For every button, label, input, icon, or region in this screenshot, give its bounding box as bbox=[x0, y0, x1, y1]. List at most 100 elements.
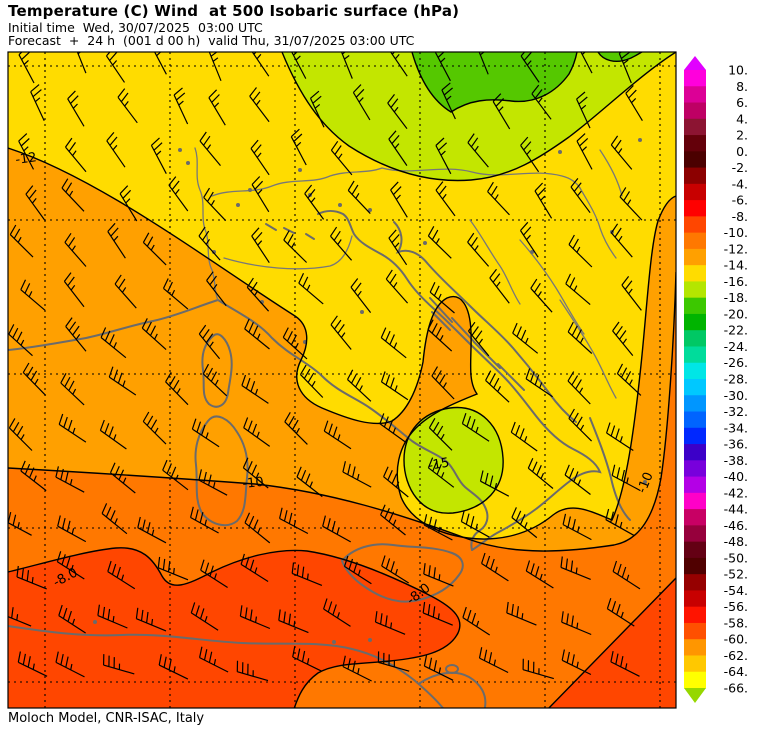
contour-label: -12 bbox=[14, 150, 37, 168]
wind-barb bbox=[244, 318, 270, 350]
wind-barb bbox=[8, 511, 32, 536]
colorbar-segment bbox=[684, 639, 706, 657]
wind-barb bbox=[200, 559, 228, 589]
colorbar-segment bbox=[684, 70, 706, 87]
wind-barb bbox=[246, 277, 270, 312]
wind-barb bbox=[100, 327, 127, 359]
wind-barb bbox=[468, 321, 490, 357]
colorbar-segment bbox=[684, 541, 706, 559]
wind-barb bbox=[291, 562, 323, 586]
wind-barb bbox=[58, 604, 86, 634]
wind-barb bbox=[427, 226, 452, 259]
wind-barb bbox=[109, 462, 136, 494]
wind-barb bbox=[107, 222, 126, 259]
colorbar-segment bbox=[684, 395, 706, 413]
wind-barb bbox=[427, 457, 455, 488]
colorbar-segment bbox=[684, 671, 706, 689]
wind-barb bbox=[198, 324, 221, 360]
contour-label: -10 bbox=[242, 475, 265, 492]
wind-barb bbox=[478, 52, 489, 75]
wind-barb bbox=[461, 413, 490, 442]
colorbar-segment bbox=[684, 118, 706, 136]
wind-barb bbox=[8, 418, 33, 451]
map-frame bbox=[7, 51, 677, 709]
wind-barb bbox=[385, 269, 409, 304]
wind-barb bbox=[340, 52, 353, 79]
wind-barb bbox=[347, 180, 371, 215]
wind-barb bbox=[278, 609, 309, 634]
wind-barb bbox=[282, 327, 308, 360]
wind-barb bbox=[611, 464, 641, 492]
wind-barb bbox=[208, 89, 226, 126]
wind-barb bbox=[492, 93, 511, 130]
wind-barb bbox=[520, 52, 540, 83]
colorbar-label: -56. bbox=[724, 599, 748, 614]
wind-barb bbox=[621, 276, 642, 311]
colorbar-segment bbox=[684, 492, 706, 510]
wind-barb bbox=[20, 460, 47, 492]
wind-barb bbox=[565, 273, 591, 306]
wind-barb bbox=[168, 176, 189, 212]
wind-barb bbox=[625, 84, 643, 122]
wind-barb bbox=[481, 552, 509, 582]
wind-barb bbox=[56, 551, 85, 580]
wind-barb bbox=[298, 273, 324, 305]
wind-barb bbox=[283, 230, 308, 263]
colorbar-segment bbox=[684, 411, 706, 429]
wind-barb bbox=[30, 84, 45, 121]
initial-time-label: Initial time Wed, 30/07/2025 03:00 UTC bbox=[8, 20, 263, 35]
wind-barb bbox=[568, 234, 593, 268]
wind-barb bbox=[198, 226, 221, 261]
wind-barb bbox=[322, 515, 351, 543]
wind-barb bbox=[157, 556, 189, 581]
colorbar-segment bbox=[684, 557, 706, 575]
wind-barb bbox=[434, 52, 451, 82]
wind-barb bbox=[388, 229, 408, 266]
wind-barb bbox=[606, 598, 635, 627]
colorbar-label: 6. bbox=[736, 95, 748, 110]
wind-barb bbox=[202, 363, 228, 397]
wind-barb bbox=[22, 362, 47, 396]
colorbar-segment bbox=[684, 248, 706, 266]
colorbar-label: -2. bbox=[732, 160, 748, 175]
wind-barb bbox=[292, 646, 322, 672]
wind-barb bbox=[441, 82, 456, 120]
wind-barb bbox=[380, 371, 409, 401]
colorbar-label: -16. bbox=[724, 274, 748, 289]
wind-barb bbox=[240, 553, 269, 583]
page-title: Temperature (C) Wind at 500 Isobaric sur… bbox=[8, 2, 460, 20]
wind-barb bbox=[610, 135, 633, 170]
colorbar-label: -12. bbox=[724, 241, 748, 256]
wind-barb bbox=[243, 417, 271, 447]
wind-barb bbox=[173, 87, 189, 125]
colorbar-segment bbox=[684, 574, 706, 592]
colorbar-label: -20. bbox=[724, 306, 748, 321]
colorbar-segment bbox=[684, 362, 706, 380]
wind-barb bbox=[18, 52, 35, 84]
wind-barb bbox=[304, 184, 325, 220]
colorbar-segment bbox=[684, 460, 706, 478]
temperature-colorbar: 10.8.6.4. 2.0.-2.-4. -6.-8.-10.-12. -14.-16… bbox=[684, 56, 748, 703]
colorbar-label: -66. bbox=[724, 681, 748, 696]
colorbar-label: -46. bbox=[724, 518, 748, 533]
wind-barb bbox=[55, 651, 85, 678]
colorbar-label: -50. bbox=[724, 550, 748, 565]
wind-barb bbox=[519, 221, 539, 258]
wind-barb bbox=[506, 601, 537, 626]
wind-barb bbox=[610, 650, 640, 677]
wind-barb bbox=[8, 605, 32, 627]
colorbar-segment bbox=[684, 590, 706, 608]
colorbar-segment bbox=[684, 427, 706, 445]
wind-barb bbox=[610, 223, 633, 258]
wind-barb bbox=[580, 52, 593, 74]
wind-barb bbox=[241, 374, 269, 404]
wind-barb bbox=[142, 232, 167, 266]
colorbar-segment bbox=[684, 151, 706, 169]
colorbar-segment bbox=[684, 216, 706, 234]
colorbar-label: -48. bbox=[724, 534, 748, 549]
wind-barb bbox=[323, 420, 352, 450]
wind-barb bbox=[429, 282, 455, 314]
wind-barb bbox=[101, 503, 128, 535]
wind-barb bbox=[76, 52, 87, 74]
